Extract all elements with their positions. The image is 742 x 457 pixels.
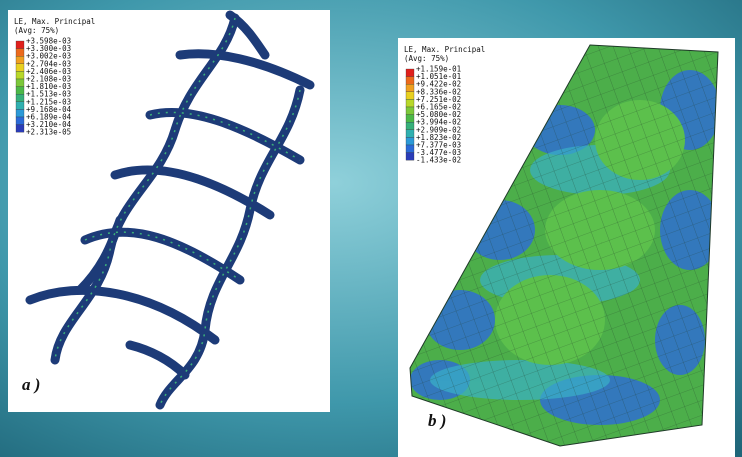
legend-swatch (406, 92, 414, 100)
legend-subtitle: (Avg: 75%) (14, 26, 59, 35)
figure: LE, Max. Principal(Avg: 75%)+3.598e-03+3… (0, 0, 742, 457)
legend-title: LE, Max. Principal (404, 45, 485, 54)
legend-swatch (16, 56, 24, 64)
legend-swatch (406, 145, 414, 153)
panel-label: b ) (428, 411, 446, 430)
panel-label: a ) (22, 375, 40, 394)
legend-swatch (406, 115, 414, 123)
legend-swatch (16, 125, 24, 133)
legend-swatch (16, 102, 24, 110)
legend-swatch (406, 153, 414, 161)
legend-swatch (16, 79, 24, 87)
legend-swatch (16, 117, 24, 125)
legend-swatch (406, 137, 414, 145)
legend-swatch (16, 87, 24, 95)
legend-swatch (406, 122, 414, 130)
legend-swatch (16, 109, 24, 117)
legend-swatch (16, 49, 24, 57)
legend-subtitle: (Avg: 75%) (404, 54, 449, 63)
legend-swatch (406, 77, 414, 85)
legend-value: -1.433e-02 (416, 156, 461, 165)
legend-swatch (16, 71, 24, 79)
legend-title: LE, Max. Principal (14, 17, 95, 26)
legend-swatch (406, 69, 414, 77)
legend-swatch (406, 107, 414, 115)
legend-swatch (16, 64, 24, 72)
legend-swatch (16, 41, 24, 49)
legend-value: +2.313e-05 (26, 128, 71, 137)
legend-swatch (16, 94, 24, 102)
legend-swatch (406, 130, 414, 138)
legend-swatch (406, 99, 414, 107)
legend-swatch (406, 84, 414, 92)
